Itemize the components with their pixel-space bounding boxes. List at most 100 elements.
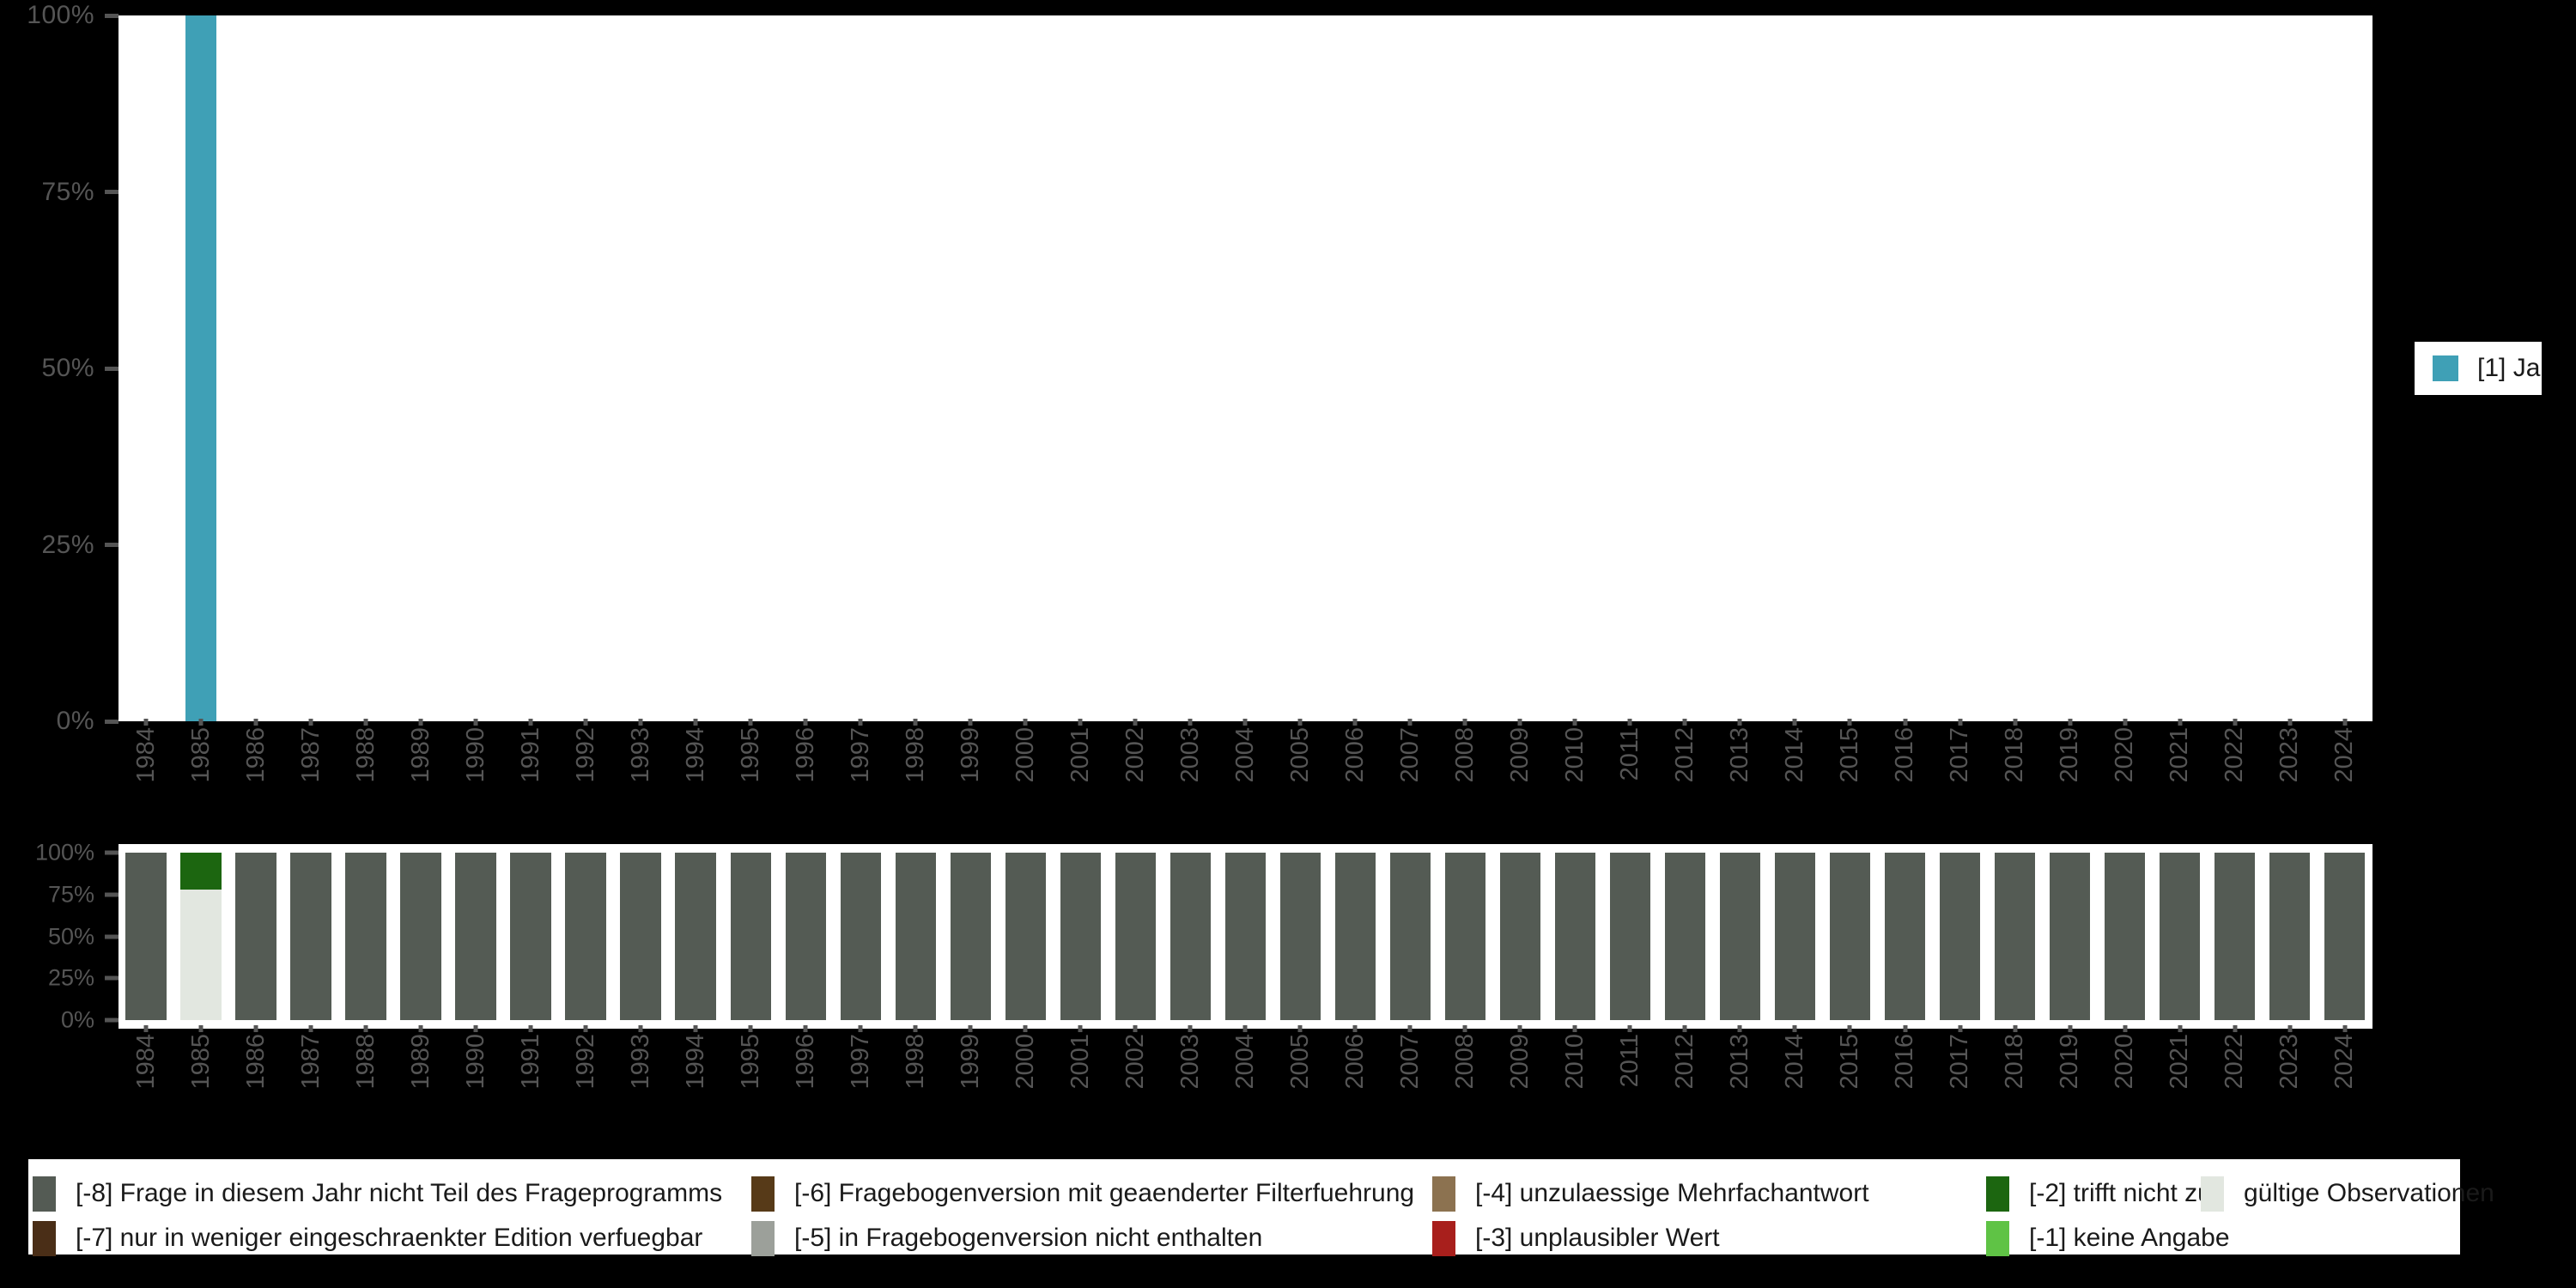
bottom-bar-segment[interactable]	[1060, 853, 1101, 1020]
bottom-bar-segment[interactable]	[2269, 853, 2311, 1020]
bottom-bar-stack[interactable]	[1115, 853, 1156, 1020]
bottom-bar-column[interactable]	[1218, 844, 1273, 1029]
bottom-bar-column[interactable]	[393, 844, 448, 1029]
bottom-bar-stack[interactable]	[2269, 853, 2311, 1020]
bottom-bar-stack[interactable]	[1664, 853, 1706, 1020]
bottom-bar-stack[interactable]	[1884, 853, 1926, 1020]
top-bar-column[interactable]	[1382, 15, 1437, 721]
bottom-bar-segment[interactable]	[1774, 853, 1816, 1020]
bottom-bar-column[interactable]	[118, 844, 173, 1029]
bottom-bar-column[interactable]	[1933, 844, 1988, 1029]
top-bar-column[interactable]	[1657, 15, 1712, 721]
bottom-bar-segment[interactable]	[2324, 853, 2366, 1020]
bottom-bar-segment[interactable]	[840, 853, 881, 1020]
bottom-bar-column[interactable]	[1602, 844, 1657, 1029]
bottom-bar-segment[interactable]	[785, 853, 826, 1020]
bottom-bar-segment[interactable]	[180, 853, 222, 890]
bottom-bar-stack[interactable]	[1279, 853, 1321, 1020]
bottom-bar-column[interactable]	[833, 844, 888, 1029]
bottom-bar-segment[interactable]	[1224, 853, 1266, 1020]
bottom-bar-column[interactable]	[1767, 844, 1822, 1029]
bottom-bar-column[interactable]	[2153, 844, 2208, 1029]
top-bar-column[interactable]	[833, 15, 888, 721]
top-bar-column[interactable]	[1933, 15, 1988, 721]
top-bar-column[interactable]	[1053, 15, 1108, 721]
bottom-bar-stack[interactable]	[950, 853, 991, 1020]
bottom-bar-column[interactable]	[338, 844, 393, 1029]
bottom-bar-column[interactable]	[2208, 844, 2263, 1029]
top-bar-column[interactable]	[1547, 15, 1602, 721]
bottom-bar-stack[interactable]	[125, 853, 167, 1020]
top-bar-column[interactable]	[393, 15, 448, 721]
top-bar-column[interactable]	[448, 15, 503, 721]
top-bar-column[interactable]	[283, 15, 338, 721]
top-bar-column[interactable]	[2318, 15, 2372, 721]
bottom-bar-stack[interactable]	[1444, 853, 1486, 1020]
bottom-bar-segment[interactable]	[290, 853, 331, 1020]
bottom-bar-segment[interactable]	[400, 853, 441, 1020]
bottom-bar-stack[interactable]	[2049, 853, 2091, 1020]
top-bar-column[interactable]	[503, 15, 558, 721]
bottom-bar-column[interactable]	[1988, 844, 2043, 1029]
bottom-bar-column[interactable]	[173, 844, 228, 1029]
top-bar-column[interactable]	[2153, 15, 2208, 721]
bottom-bar-column[interactable]	[778, 844, 833, 1029]
bottom-bar-stack[interactable]	[1829, 853, 1871, 1020]
bottom-bar-segment[interactable]	[235, 853, 276, 1020]
bottom-bar-segment[interactable]	[675, 853, 716, 1020]
bottom-bar-segment[interactable]	[1444, 853, 1486, 1020]
bottom-bar-stack[interactable]	[400, 853, 441, 1020]
bottom-bar-column[interactable]	[1273, 844, 1327, 1029]
bottom-bar-column[interactable]	[1547, 844, 1602, 1029]
top-bar-column[interactable]	[1437, 15, 1492, 721]
bottom-bar-stack[interactable]	[840, 853, 881, 1020]
bottom-bar-segment[interactable]	[1005, 853, 1046, 1020]
bottom-bar-stack[interactable]	[785, 853, 826, 1020]
bottom-bar-column[interactable]	[943, 844, 998, 1029]
bottom-bar-column[interactable]	[1053, 844, 1108, 1029]
bottom-bar-column[interactable]	[228, 844, 283, 1029]
top-bar-column[interactable]	[1327, 15, 1382, 721]
bottom-bar-stack[interactable]	[675, 853, 716, 1020]
bottom-bar-column[interactable]	[1492, 844, 1547, 1029]
legend-item[interactable]: [-1] keine Angabe	[1986, 1216, 2230, 1261]
bottom-bar-stack[interactable]	[2324, 853, 2366, 1020]
legend-item[interactable]: [-6] Fragebogenversion mit geaenderter F…	[751, 1171, 1414, 1216]
bottom-bar-stack[interactable]	[1224, 853, 1266, 1020]
bottom-bar-column[interactable]	[998, 844, 1053, 1029]
top-bar-column[interactable]	[668, 15, 723, 721]
top-bar-column[interactable]	[888, 15, 943, 721]
bottom-bar-segment[interactable]	[1499, 853, 1541, 1020]
bottom-bar-stack[interactable]	[2104, 853, 2146, 1020]
bottom-bar-segment[interactable]	[895, 853, 936, 1020]
top-bar-column[interactable]	[338, 15, 393, 721]
bottom-bar-column[interactable]	[448, 844, 503, 1029]
top-bar-column[interactable]	[723, 15, 778, 721]
top-bar-column[interactable]	[1712, 15, 1767, 721]
bottom-bar-column[interactable]	[1437, 844, 1492, 1029]
legend-item[interactable]: [-7] nur in weniger eingeschraenkter Edi…	[33, 1216, 702, 1261]
legend-item[interactable]: [-3] unplausibler Wert	[1432, 1216, 1720, 1261]
bottom-bar-column[interactable]	[1108, 844, 1163, 1029]
bottom-bar-column[interactable]	[2263, 844, 2318, 1029]
legend-item[interactable]: [-2] trifft nicht zu	[1986, 1171, 2212, 1216]
bottom-bar-column[interactable]	[1822, 844, 1877, 1029]
top-bar-column[interactable]	[558, 15, 613, 721]
top-bar-column[interactable]	[778, 15, 833, 721]
top-bar-column[interactable]	[1988, 15, 2043, 721]
bottom-bar-column[interactable]	[888, 844, 943, 1029]
bottom-bar-segment[interactable]	[1554, 853, 1596, 1020]
top-bar-column[interactable]	[998, 15, 1053, 721]
bottom-bar-stack[interactable]	[895, 853, 936, 1020]
top-bar-column[interactable]	[2043, 15, 2098, 721]
bottom-bar-segment[interactable]	[1115, 853, 1156, 1020]
bottom-bar-column[interactable]	[613, 844, 668, 1029]
bottom-bar-segment[interactable]	[2049, 853, 2091, 1020]
legend-item[interactable]: [-5] in Fragebogenversion nicht enthalte…	[751, 1216, 1262, 1261]
top-bar-column[interactable]	[1878, 15, 1933, 721]
top-bar-column[interactable]	[613, 15, 668, 721]
legend-item[interactable]: [-8] Frage in diesem Jahr nicht Teil des…	[33, 1171, 722, 1216]
bottom-bar-column[interactable]	[558, 844, 613, 1029]
bottom-bar-column[interactable]	[1657, 844, 1712, 1029]
top-bar-column[interactable]	[118, 15, 173, 721]
